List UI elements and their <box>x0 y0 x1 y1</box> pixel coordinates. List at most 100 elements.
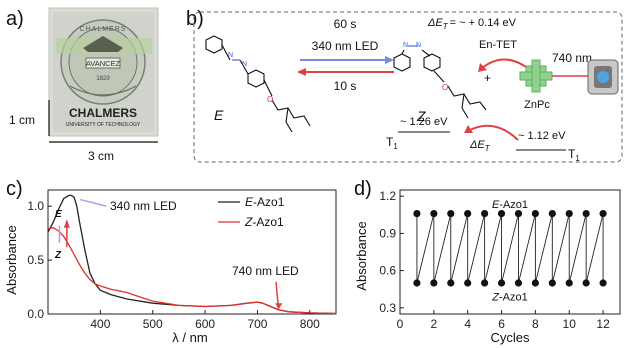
z-label: Z <box>416 108 426 124</box>
chart-c-annot-arrow-up-head-icon <box>63 219 70 228</box>
panel-letter-c: c) <box>6 178 23 200</box>
chart-d-label-bottom: Z-Azo1 <box>491 291 527 303</box>
e-isomer-molecule <box>205 35 311 133</box>
chart-c-xtick-label: 600 <box>195 317 215 331</box>
chart-d-xtick-label: 4 <box>464 317 471 331</box>
chart-d-point-bottom <box>514 279 523 287</box>
chart-d-point-bottom <box>464 279 472 287</box>
chart-c-annot-740: 740 nm LED <box>232 264 299 278</box>
seal-laurel-icon <box>69 85 137 96</box>
chart-c-annot-340-arrow <box>79 198 107 207</box>
chart-d-xtick-label: 2 <box>431 317 438 331</box>
chart-d-ytick-label: 1.2 <box>379 189 396 203</box>
seal-motto: AVANCEZ <box>86 59 121 68</box>
scale-horizontal-label: 3 cm <box>88 149 114 163</box>
chart-d-label-top: E-Azo1 <box>492 199 528 211</box>
chart-d-xtick-label: 6 <box>498 317 505 331</box>
chart-d-point-bottom <box>430 279 438 287</box>
chart-c-ytick-label: 0.0 <box>27 307 44 321</box>
seal-banner <box>85 57 121 69</box>
chart-d-plot-area: 0 2 4 6 8 10 12 0.3 0.6 0.9 1.2 E-Azo1 Z-Azo1 <box>379 189 621 331</box>
chart-d-point-top <box>565 209 573 218</box>
chart-d-point-top <box>599 209 607 218</box>
scheme-frame <box>193 11 623 163</box>
z-isomer-molecule <box>393 45 487 119</box>
chart-c-annot-340: 340 nm LED <box>110 199 177 213</box>
chart-c-ytick-label: 0.5 <box>27 253 44 267</box>
chart-c-xtick-label: 400 <box>90 317 110 331</box>
chart-c-xlabel: λ / nm <box>172 330 207 345</box>
chart-d-ylabel: Absorbance <box>354 221 369 290</box>
chart-d-diagonal-link <box>568 213 587 284</box>
chart-d-diagonal-link <box>501 213 519 284</box>
chart-d-point-bottom <box>531 279 539 287</box>
arrow-back-head-icon <box>297 68 306 76</box>
chart-d-point-top <box>514 209 523 218</box>
arrow-forward-head-icon <box>385 56 394 64</box>
chart-d-xtick-label: 8 <box>532 317 539 331</box>
chart-d-xtick-label: 0 <box>397 317 404 331</box>
chart-d-diagonal-link <box>450 213 469 284</box>
e-label: E <box>214 107 224 123</box>
e-o-label: O <box>267 95 273 104</box>
en-tet-arrow-head-icon <box>478 63 487 72</box>
delta-et-top: ΔET = ~ + 0.14 eV <box>427 17 517 31</box>
time-back: 10 s <box>334 79 357 93</box>
panel-a-photo: AVANCEZ 1829 CHALMERS CHALMERS UNIVERSIT… <box>9 7 159 163</box>
chart-c-frame <box>47 189 337 315</box>
seal-ring-text: CHALMERS <box>80 26 127 33</box>
chart-d-point-top <box>413 209 421 218</box>
chart-c-legend-label: E-Azo1 <box>245 195 285 209</box>
scale-vertical-label: 1 cm <box>9 113 35 127</box>
chart-c-annot-z: Z <box>54 250 62 261</box>
seal-year: 1829 <box>96 76 110 82</box>
chart-d-frame <box>399 189 621 315</box>
chart-d-point-top <box>582 209 590 218</box>
chart-d-diagonal-link <box>467 213 486 284</box>
chart-d-xtick-label: 12 <box>596 317 610 331</box>
seal-crest-icon <box>83 36 123 52</box>
chart-d-diagonal-link <box>518 213 536 284</box>
t1-left-energy: ~ 1.26 eV <box>400 116 448 128</box>
chart-d-point-bottom <box>548 279 556 287</box>
panel-letter-d: d) <box>354 178 372 200</box>
panel-letter-b: b) <box>186 8 204 30</box>
chart-d-point-bottom <box>565 279 573 287</box>
z-n-label: N <box>403 42 408 49</box>
chart-d-point-top <box>531 209 539 218</box>
delta-et-bottom: ΔET <box>469 139 491 153</box>
chart-d-point-bottom <box>447 279 455 287</box>
chart-d-point-top <box>430 209 438 218</box>
chart-c: Absorbance λ / nm 400 500 600 700 800 0.0 0.5 1… <box>4 189 337 345</box>
znpc-label: ZnPc <box>524 99 550 111</box>
chart-d-diagonal-link <box>484 213 502 284</box>
panel-b-scheme: N N O E 60 s 340 nm LED 10 s N N O Z + Δ… <box>193 11 623 163</box>
wavelength-label: 740 nm <box>552 51 592 65</box>
en-tet-label: En-TET <box>479 39 517 51</box>
delta-et-arrow-head-icon <box>464 125 473 133</box>
plus-sign: + <box>484 71 491 85</box>
delta-et-arrow <box>469 124 519 141</box>
chart-d-point-bottom <box>481 279 489 287</box>
z-n2-label: N <box>416 42 421 49</box>
chart-d-ytick-label: 0.6 <box>379 264 396 278</box>
e-n2-label: N <box>242 61 247 68</box>
chart-c-ylabel: Absorbance <box>4 225 19 294</box>
t1-right-energy: ~ 1.12 eV <box>518 130 566 142</box>
z-o-label: O <box>442 83 448 92</box>
chart-c-ytick-label: 1.0 <box>27 199 44 213</box>
e-n-label: N <box>228 52 233 59</box>
chart-d-ytick-label: 0.9 <box>379 226 396 240</box>
chart-d-diagonal-link <box>433 213 452 284</box>
znpc-molecule-icon <box>519 59 553 93</box>
chart-d-ytick-label: 0.3 <box>379 301 396 315</box>
chart-c-series-z-azo1 <box>47 227 337 315</box>
brand-subtitle: UNIVERSITY OF TECHNOLOGY <box>66 122 141 128</box>
light-forward: 340 nm LED <box>312 39 379 53</box>
chart-d-xlabel: Cycles <box>490 330 530 345</box>
laser-source-icon <box>587 59 619 95</box>
chart-d-point-bottom <box>497 279 506 287</box>
chart-d-point-top <box>497 209 506 218</box>
chart-d-point-top <box>447 209 455 218</box>
